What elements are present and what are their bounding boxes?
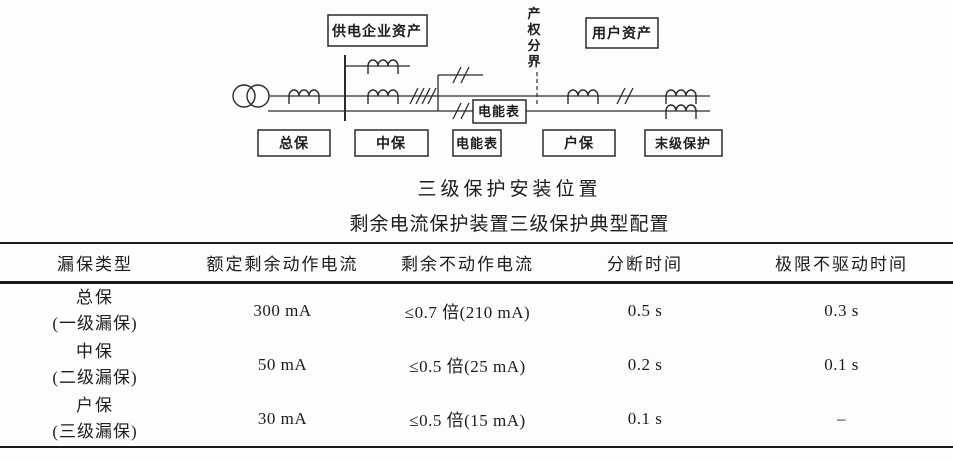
cell-breaking-time: 0.1 s <box>627 408 663 428</box>
protection-box-zhongbao: 中保 <box>354 129 429 157</box>
transformer-icon <box>232 84 270 108</box>
header-leakage-type: 漏保类型 <box>57 254 133 274</box>
energy-meter-box: 电能表 <box>472 99 527 124</box>
protection-box-meter: 电能表 <box>452 129 502 157</box>
user-asset-box: 用户资产 <box>585 17 659 49</box>
ct-coil-end-upper-icon <box>665 89 697 104</box>
protection-label-meter: 电能表 <box>456 136 498 151</box>
cell-breaking-time: 0.2 s <box>627 354 663 374</box>
header-breaking-time: 分断时间 <box>607 254 683 274</box>
cell-non-operating-current: ≤0.7 倍(210 mA) <box>404 303 531 322</box>
cell-non-operating-current: ≤0.5 倍(15 mA) <box>409 411 526 430</box>
boundary-char-4: 界 <box>527 54 540 69</box>
user-asset-label: 用户资产 <box>592 25 652 42</box>
header-rated-current: 额定剩余动作电流 <box>206 254 359 274</box>
type-name: 中保 <box>76 341 114 361</box>
table-header: 漏保类型 额定剩余动作电流 剩余不动作电流 分断时间 极限不驱动时间 <box>0 243 953 282</box>
table-row: 总保 (一级漏保) 300 mA ≤0.7 倍(210 mA) 0.5 s 0.… <box>0 282 953 338</box>
table-title: 剩余电流保护装置三级保护典型配置 <box>349 214 670 235</box>
type-level: (一级漏保) <box>52 313 138 333</box>
diagram-caption: 三级保护安装位置 <box>417 179 602 200</box>
supply-asset-box: 供电企业资产 <box>327 14 428 47</box>
cell-breaking-time: 0.5 s <box>627 300 663 320</box>
table-row: 中保 (二级漏保) 50 mA ≤0.5 倍(25 mA) 0.2 s 0.1 … <box>0 338 953 392</box>
protection-box-zongbao: 总保 <box>257 129 331 157</box>
protection-box-final: 末级保护 <box>644 129 723 157</box>
cell-non-operating-current: ≤0.5 倍(25 mA) <box>409 357 526 376</box>
protection-label-hubao: 户保 <box>564 135 594 152</box>
cell-rated-current: 50 mA <box>257 354 308 374</box>
type-name: 户保 <box>76 395 114 415</box>
cell-limit-time: – <box>837 408 846 428</box>
cable-slash-marks <box>409 66 634 120</box>
type-level: (三级漏保) <box>52 421 138 441</box>
cell-limit-time: 0.3 s <box>824 300 859 320</box>
type-level: (二级漏保) <box>52 367 138 387</box>
protection-label-zhongbao: 中保 <box>376 135 406 152</box>
circuit-diagram: 产 权 分 界 供电企业资产 用户资产 电能表 总保 中保 <box>232 6 723 157</box>
boundary-char-2: 权 <box>526 22 541 37</box>
ct-coil-zongbao-icon <box>288 89 320 104</box>
protection-box-hubao: 户保 <box>542 129 616 157</box>
cell-rated-current: 300 mA <box>253 300 312 320</box>
boundary-char-3: 分 <box>527 38 540 53</box>
type-name: 总保 <box>76 287 114 307</box>
protection-label-final: 末级保护 <box>654 136 711 151</box>
ct-coil-zhongbao-icon <box>367 89 399 104</box>
protection-label-zongbao: 总保 <box>279 135 309 152</box>
supply-asset-label: 供电企业资产 <box>331 23 422 40</box>
boundary-char-1: 产 <box>527 6 540 21</box>
property-boundary-label: 产 权 分 界 <box>526 6 541 69</box>
cell-type: 中保 (二级漏保) <box>0 338 190 392</box>
ct-coil-branch-icon <box>367 59 399 74</box>
ct-coil-hubao-icon <box>567 89 599 104</box>
cell-rated-current: 30 mA <box>257 408 308 428</box>
table-row: 户保 (三级漏保) 30 mA ≤0.5 倍(15 mA) 0.1 s – <box>0 392 953 447</box>
config-table: 漏保类型 额定剩余动作电流 剩余不动作电流 分断时间 极限不驱动时间 总保 (一… <box>0 242 953 448</box>
energy-meter-label: 电能表 <box>478 104 520 119</box>
table-header-row: 漏保类型 额定剩余动作电流 剩余不动作电流 分断时间 极限不驱动时间 <box>0 243 953 282</box>
cell-type: 户保 (三级漏保) <box>0 392 190 447</box>
header-limit-time: 极限不驱动时间 <box>775 254 908 274</box>
ct-coil-end-lower-icon <box>665 104 697 119</box>
cell-limit-time: 0.1 s <box>824 354 859 374</box>
header-non-operating-current: 剩余不动作电流 <box>401 254 534 274</box>
cell-type: 总保 (一级漏保) <box>0 282 190 338</box>
